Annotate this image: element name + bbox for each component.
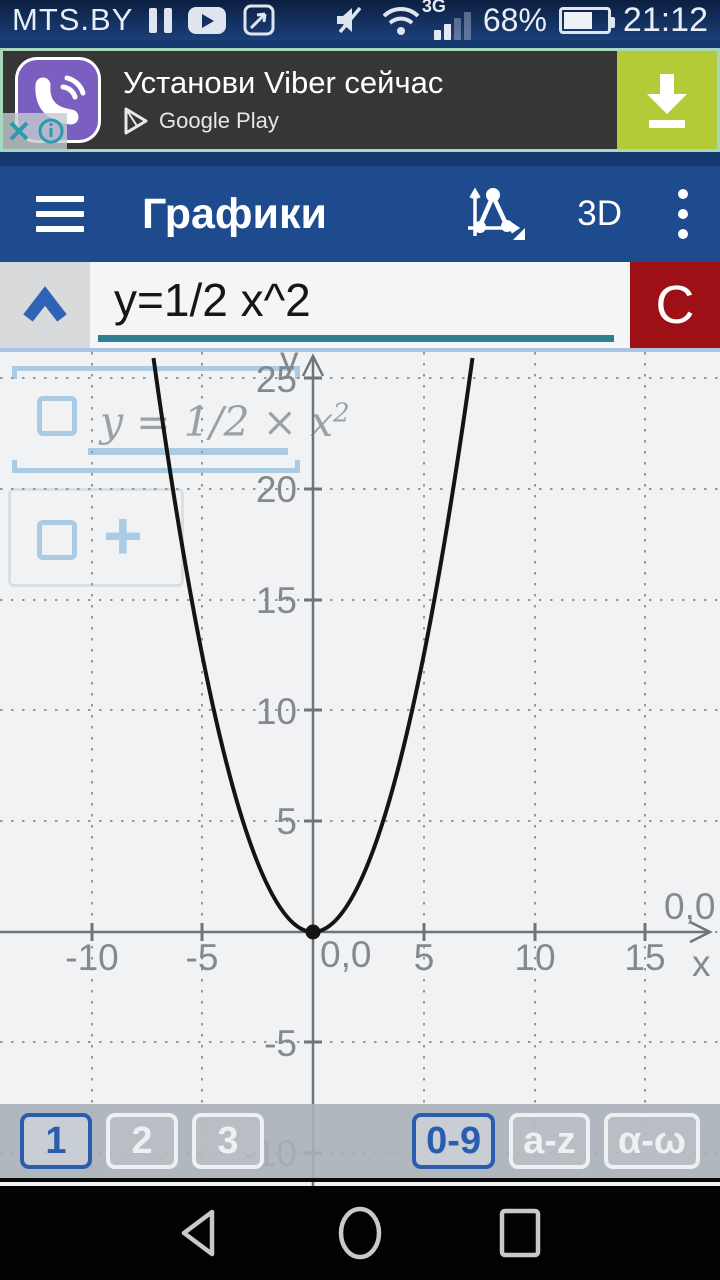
y-axis-arrow [301,353,325,377]
equation-bar: C [0,262,720,352]
ad-section: Установи Viber сейчас Google Play [0,40,720,166]
youtube-icon [188,6,227,34]
equation-underline [98,335,614,342]
recents-icon [499,1208,541,1258]
selection-bracket-bottom [12,460,300,473]
x-tick-label: -5 [186,937,219,978]
app-title: Графики [142,189,327,238]
ad-choices[interactable] [3,113,67,149]
recents-button[interactable] [492,1205,548,1261]
x-axis-name: x [692,943,711,984]
y-tick-label: -5 [264,1023,297,1064]
battery-percent-label: 68% [482,1,547,38]
grid-lines [0,352,720,1186]
back-button[interactable] [172,1205,228,1261]
x-axis-arrow [689,920,713,944]
plot1-formula[interactable]: y = 1/2 × x2 [100,398,350,446]
charset-digits-button[interactable]: 0-9 [412,1113,496,1169]
corner-coordinate-label: 0,0 [664,886,715,927]
toolbar-actions: 3D [463,184,692,244]
ad-texts: Установи Viber сейчас Google Play [123,65,443,135]
plot-canvas: 25 20 15 10 5 -5 -10 -10 -5 5 10 15 0,0 … [0,352,720,1186]
ad-close-icon[interactable] [7,119,31,143]
mode-3d-button[interactable]: 3D [577,194,622,233]
clear-button[interactable]: C [630,262,720,348]
status-right: 3G 68% 21:12 [332,0,708,40]
x-tick-label: 15 [624,937,665,978]
keyboard-pages: 1 2 3 [20,1113,264,1169]
add-plot-item[interactable] [8,488,184,587]
carrier-label: MTS.BY [12,2,134,37]
charset-latin-button[interactable]: a-z [509,1113,590,1169]
menu-button[interactable] [36,196,84,232]
x-tick-label: 10 [514,937,555,978]
origin-label: 0,0 [320,934,371,975]
google-play-row: Google Play [123,107,443,135]
plot1-checkbox[interactable] [37,396,77,436]
network-type-label: 3G [421,0,446,16]
axis-labels: 25 20 15 10 5 -5 -10 -10 -5 5 10 15 0,0 … [65,352,715,1174]
google-play-icon [124,107,148,135]
x-tick-label: -10 [65,937,118,978]
ad-info-icon[interactable] [38,118,64,144]
home-button[interactable] [332,1205,388,1261]
formula-base: y = 1/2 × x [100,398,334,446]
y-tick-label: 10 [256,691,297,732]
screenshot-icon [243,4,275,36]
keyboard-toolbar: 1 2 3 0-9 a-z α-ω [0,1104,720,1182]
y-tick-label: 20 [256,469,297,510]
home-icon [338,1206,382,1260]
keyboard-page-3-button[interactable]: 3 [192,1113,264,1169]
download-icon [647,74,687,128]
app-toolbar: Графики 3D [0,166,720,262]
selection-bracket-top [12,366,300,379]
keyboard-page-2-button[interactable]: 2 [106,1113,178,1169]
formula-exponent: 2 [333,398,350,429]
plot2-checkbox[interactable] [37,520,77,560]
battery-icon [558,6,615,34]
download-button[interactable] [617,51,717,149]
collapse-panel-button[interactable] [0,262,90,348]
y-tick-label: 15 [256,580,297,621]
keyboard-page-1-button[interactable]: 1 [20,1113,92,1169]
chevron-up-icon [23,286,67,322]
pause-icon [149,7,173,33]
graph-area[interactable]: y = 1/2 × x2 + [0,352,720,1186]
keyboard-charsets: 0-9 a-z α-ω [412,1113,700,1169]
charset-greek-button[interactable]: α-ω [603,1113,700,1169]
overflow-menu-button[interactable] [674,185,692,243]
plot1-underline [88,448,288,455]
x-tick-label: 5 [414,937,435,978]
android-nav-bar [0,1186,720,1280]
add-plot-button[interactable]: + [103,498,143,574]
wifi-icon [382,6,420,35]
vertex-point [305,924,321,940]
signal-icon: 3G [422,0,471,40]
mute-icon [336,6,362,34]
ad-headline: Установи Viber сейчас [123,65,444,100]
clock-label: 21:12 [622,0,708,39]
plot-mode-icon[interactable] [463,184,526,244]
google-play-label: Google Play [159,108,279,133]
axes [0,353,713,1186]
viber-ad-banner[interactable]: Установи Viber сейчас Google Play [0,48,720,152]
equation-input[interactable] [90,262,630,348]
status-left: MTS.BY [12,2,276,38]
status-bar: MTS.BY 3G 68% 21:12 [0,0,720,40]
equation-field-wrap [90,262,630,348]
back-icon [181,1209,215,1257]
y-tick-label: 5 [276,801,297,842]
